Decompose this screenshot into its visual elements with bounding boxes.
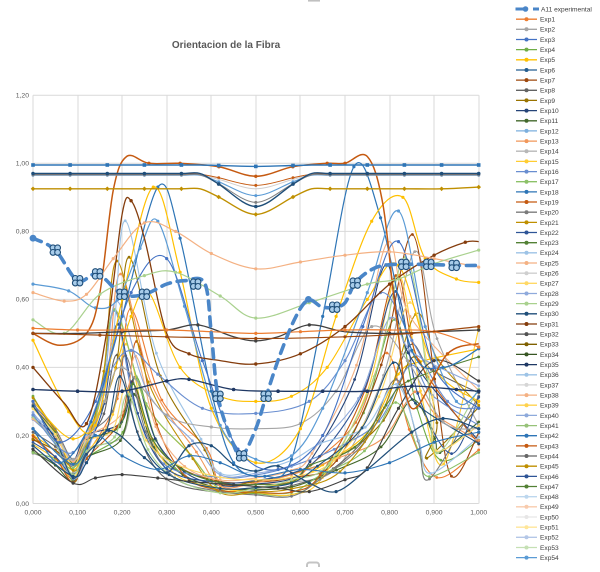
svg-text:Exp8: Exp8: [540, 88, 555, 95]
svg-text:1,20: 1,20: [16, 93, 29, 100]
svg-text:0,00: 0,00: [16, 501, 29, 508]
svg-text:0,100: 0,100: [69, 510, 86, 517]
svg-text:Exp28: Exp28: [540, 291, 559, 298]
svg-text:Exp12: Exp12: [540, 128, 559, 135]
svg-text:0,20: 0,20: [16, 433, 29, 440]
svg-text:Exp43: Exp43: [540, 443, 559, 450]
svg-text:0,000: 0,000: [24, 510, 41, 517]
svg-text:Exp5: Exp5: [540, 57, 555, 64]
svg-text:Exp1: Exp1: [540, 17, 555, 24]
svg-text:0,800: 0,800: [381, 510, 398, 517]
svg-text:Exp20: Exp20: [540, 210, 559, 217]
svg-text:0,400: 0,400: [203, 510, 220, 517]
svg-text:1,00: 1,00: [16, 161, 29, 168]
svg-text:Exp53: Exp53: [540, 545, 559, 552]
svg-text:0,40: 0,40: [16, 365, 29, 372]
svg-text:0,80: 0,80: [16, 229, 29, 236]
svg-text:Exp54: Exp54: [540, 555, 559, 562]
svg-text:Exp27: Exp27: [540, 281, 559, 288]
svg-text:0,700: 0,700: [336, 510, 353, 517]
svg-text:Exp41: Exp41: [540, 423, 559, 430]
svg-text:Exp16: Exp16: [540, 169, 559, 176]
svg-text:Exp39: Exp39: [540, 403, 559, 410]
svg-text:Exp34: Exp34: [540, 352, 559, 359]
svg-text:Exp22: Exp22: [540, 230, 559, 237]
svg-text:Exp52: Exp52: [540, 535, 559, 542]
svg-text:Exp36: Exp36: [540, 372, 559, 379]
svg-text:Exp13: Exp13: [540, 139, 559, 146]
svg-text:Exp50: Exp50: [540, 514, 559, 521]
svg-text:1,000: 1,000: [470, 510, 487, 517]
svg-text:Exp46: Exp46: [540, 474, 559, 481]
svg-text:Exp42: Exp42: [540, 433, 559, 440]
svg-text:Exp32: Exp32: [540, 332, 559, 339]
svg-text:Exp7: Exp7: [540, 78, 555, 85]
svg-text:Exp48: Exp48: [540, 494, 559, 501]
svg-text:0,60: 0,60: [16, 297, 29, 304]
svg-text:Exp14: Exp14: [540, 149, 559, 156]
svg-text:Exp35: Exp35: [540, 362, 559, 369]
svg-text:Exp25: Exp25: [540, 260, 559, 267]
svg-text:Exp30: Exp30: [540, 311, 559, 318]
svg-text:A11 experimental: A11 experimental: [541, 6, 592, 13]
svg-text:Exp49: Exp49: [540, 504, 559, 511]
svg-text:Exp17: Exp17: [540, 179, 559, 186]
svg-text:0,200: 0,200: [114, 510, 131, 517]
svg-text:Exp15: Exp15: [540, 159, 559, 166]
svg-text:Exp38: Exp38: [540, 393, 559, 400]
svg-text:0,900: 0,900: [426, 510, 443, 517]
svg-text:Exp19: Exp19: [540, 199, 559, 206]
svg-text:Exp45: Exp45: [540, 464, 559, 471]
svg-text:Exp29: Exp29: [540, 301, 559, 308]
svg-text:Exp47: Exp47: [540, 484, 559, 491]
svg-text:Exp10: Exp10: [540, 108, 559, 115]
svg-text:0,500: 0,500: [247, 510, 264, 517]
svg-text:Exp24: Exp24: [540, 250, 559, 257]
svg-text:Exp2: Exp2: [540, 27, 555, 34]
svg-text:Exp23: Exp23: [540, 240, 559, 247]
svg-text:Exp6: Exp6: [540, 67, 555, 74]
svg-text:Exp31: Exp31: [540, 321, 559, 328]
svg-text:Exp26: Exp26: [540, 271, 559, 278]
svg-text:Exp9: Exp9: [540, 98, 555, 105]
svg-text:Exp21: Exp21: [540, 220, 559, 227]
svg-text:Exp3: Exp3: [540, 37, 555, 44]
svg-text:Exp44: Exp44: [540, 453, 559, 460]
svg-text:Orientacion de la Fibra: Orientacion de la Fibra: [172, 40, 281, 51]
svg-text:Exp40: Exp40: [540, 413, 559, 420]
svg-text:0,300: 0,300: [158, 510, 175, 517]
svg-text:0,600: 0,600: [292, 510, 309, 517]
svg-text:Exp4: Exp4: [540, 47, 555, 54]
svg-text:Exp51: Exp51: [540, 525, 559, 532]
svg-text:Exp18: Exp18: [540, 189, 559, 196]
svg-text:Exp37: Exp37: [540, 382, 559, 389]
svg-text:Exp11: Exp11: [540, 118, 559, 125]
svg-text:Exp33: Exp33: [540, 342, 559, 349]
